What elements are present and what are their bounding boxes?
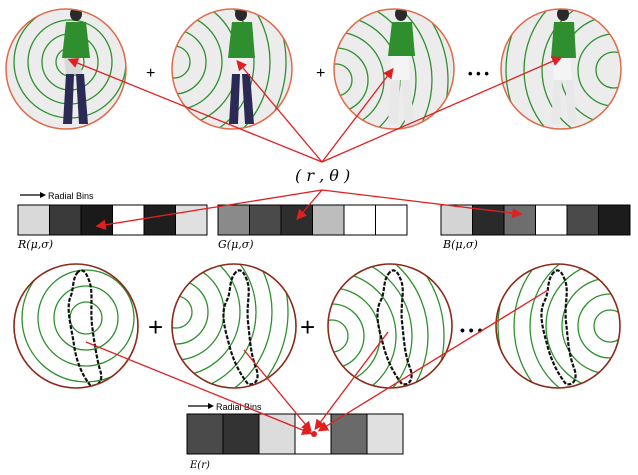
b-bin-5 bbox=[566, 204, 599, 236]
b-bin-6 bbox=[598, 204, 631, 236]
plus-sign: + bbox=[146, 65, 155, 82]
edge-contour bbox=[376, 269, 413, 386]
top-circle-4 bbox=[500, 8, 622, 130]
plus-sign: + bbox=[148, 312, 163, 342]
edge-label: E(r) bbox=[189, 460, 210, 471]
arrow bbox=[296, 189, 323, 220]
arrow bbox=[95, 189, 323, 230]
arrow bbox=[314, 331, 389, 431]
ellipsis: • • • bbox=[468, 66, 489, 81]
g-histogram: G(μ,σ) bbox=[217, 204, 408, 251]
arrow bbox=[67, 58, 323, 163]
g-bin-6 bbox=[375, 204, 408, 236]
radial-bins-label: Radial Bins bbox=[48, 191, 94, 201]
arrow bbox=[321, 189, 523, 219]
top-circle-2 bbox=[171, 8, 293, 130]
g-bin-4 bbox=[312, 204, 345, 236]
r-bin-5 bbox=[143, 204, 176, 236]
bottom-circle-2 bbox=[171, 263, 297, 389]
arrows bbox=[67, 56, 563, 435]
g-bin-5 bbox=[343, 204, 376, 236]
person-figure bbox=[228, 9, 255, 124]
person-figure bbox=[551, 9, 577, 124]
bottom-circle-1 bbox=[13, 263, 139, 389]
edge-bin-marker bbox=[311, 431, 317, 437]
edge-bin-2 bbox=[222, 413, 260, 455]
r-bin-2 bbox=[49, 204, 82, 236]
edge-bin-6 bbox=[366, 413, 404, 455]
r-bin-6 bbox=[175, 204, 208, 236]
r-histogram: R(μ,σ) bbox=[17, 204, 208, 251]
b-bin-1 bbox=[440, 204, 473, 236]
plus-sign: + bbox=[316, 65, 325, 82]
g-bin-3 bbox=[280, 204, 313, 236]
edge-bin-3 bbox=[258, 413, 296, 455]
b-bin-4 bbox=[535, 204, 568, 236]
radial-bins-legend-top: Radial Bins bbox=[20, 191, 94, 201]
arrow bbox=[321, 56, 563, 163]
arrow bbox=[236, 60, 323, 163]
plus-sign: + bbox=[300, 312, 315, 342]
person-figure bbox=[388, 9, 415, 124]
top-circle-3 bbox=[333, 8, 455, 130]
g-channel-label: G(μ,σ) bbox=[218, 238, 254, 251]
radial-bins-legend-bottom: Radial Bins bbox=[188, 402, 262, 412]
r-channel-label: R(μ,σ) bbox=[17, 238, 53, 251]
edge-contour bbox=[67, 269, 103, 387]
edge-histogram: E(r) bbox=[186, 413, 404, 471]
r-bin-3 bbox=[80, 204, 113, 236]
top-circle-1 bbox=[5, 8, 127, 130]
arrow bbox=[85, 341, 313, 435]
edge-contour bbox=[222, 269, 259, 386]
b-channel-label: B(μ,σ) bbox=[442, 238, 478, 251]
edge-bin-5 bbox=[330, 413, 368, 455]
b-histogram: B(μ,σ) bbox=[440, 204, 631, 251]
r-bin-1 bbox=[17, 204, 50, 236]
arrow bbox=[243, 349, 312, 433]
bottom-circle-4 bbox=[495, 263, 621, 389]
edge-contour bbox=[540, 269, 577, 386]
polar-coordinate-label: ( r , θ ) bbox=[295, 166, 350, 185]
g-bin-2 bbox=[249, 204, 282, 236]
arrow bbox=[317, 289, 549, 432]
radial-bins-label: Radial Bins bbox=[216, 402, 262, 412]
ellipsis: • • • bbox=[460, 322, 483, 338]
edge-bin-1 bbox=[186, 413, 224, 455]
g-bin-1 bbox=[217, 204, 250, 236]
b-bin-2 bbox=[472, 204, 505, 236]
b-bin-3 bbox=[503, 204, 536, 236]
arrow bbox=[321, 67, 394, 163]
